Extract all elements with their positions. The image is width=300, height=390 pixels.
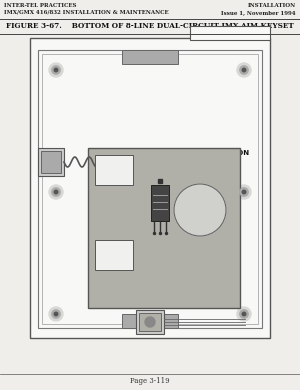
Circle shape [145,317,155,327]
Text: INSTALLATION: INSTALLATION [248,3,296,8]
Text: BAUD RATE
SELECTION STRAP: BAUD RATE SELECTION STRAP [96,247,168,261]
Bar [122,50,178,64]
Text: IMX/GMX 416/832 INSTALLATION & MAINTENANCE: IMX/GMX 416/832 INSTALLATION & MAINTENAN… [4,10,169,15]
Circle shape [174,184,226,236]
Text: FIGURE 3-67.    BOTTOM OF 8-LINE DUAL-CIRCUIT IMX AIM KEYSET: FIGURE 3-67. BOTTOM OF 8-LINE DUAL-CIRCU… [6,22,294,30]
Bar [136,310,164,334]
Circle shape [54,312,58,316]
Circle shape [242,190,246,194]
Bar [95,240,133,270]
Circle shape [237,185,251,199]
Circle shape [49,307,63,321]
Circle shape [240,188,248,196]
Circle shape [52,66,60,74]
Circle shape [49,185,63,199]
Circle shape [54,68,58,72]
Circle shape [52,310,60,318]
Bar [41,151,61,173]
Bar [95,155,133,185]
Bar [42,54,258,324]
Bar [38,50,262,328]
Bar [30,38,270,338]
Bar [38,148,64,176]
Bar [88,148,240,308]
Circle shape [240,66,248,74]
Circle shape [242,68,246,72]
Circle shape [240,310,248,318]
Circle shape [52,188,60,196]
Bar [151,185,169,221]
Text: CIRCUIT SELECTION
SWITCH: CIRCUIT SELECTION SWITCH [172,150,249,163]
Circle shape [54,190,58,194]
Circle shape [237,63,251,77]
Text: INTER-TEL PRACTICES: INTER-TEL PRACTICES [4,3,76,8]
Bar [139,313,161,331]
Bar [190,26,270,40]
Bar [122,314,178,328]
Circle shape [242,312,246,316]
Circle shape [237,307,251,321]
Text: Issue 1, November 1994: Issue 1, November 1994 [221,10,296,15]
Circle shape [49,63,63,77]
Text: Page 3-119: Page 3-119 [130,377,170,385]
